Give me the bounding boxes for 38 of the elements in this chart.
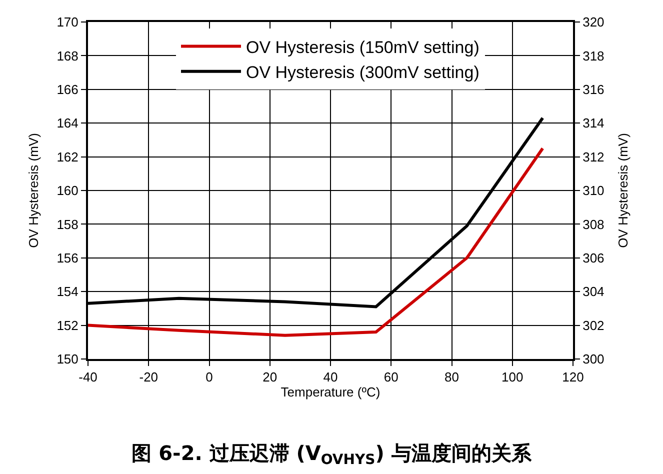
x-tick-label: 60 [384, 370, 398, 385]
y-tick-label: 152 [56, 318, 78, 333]
y2-tick-label: 310 [582, 183, 604, 198]
legend-label: OV Hysteresis (300mV setting) [246, 63, 480, 82]
x-tick-label: 40 [323, 370, 338, 385]
x-tick-label: -40 [78, 370, 98, 385]
y-tick-label: 162 [56, 149, 78, 164]
y-tick-label: 168 [56, 48, 78, 64]
y2-tick-label: 304 [582, 284, 604, 300]
y-axis-title: OV Hysteresis (mV) [26, 133, 42, 248]
y2-tick-label: 300 [582, 352, 604, 367]
x-tick-label: 80 [444, 370, 459, 385]
y2-tick-label: 306 [582, 250, 604, 266]
y2-tick-label: 314 [582, 116, 604, 131]
y-tick-label: 156 [56, 250, 78, 266]
y2-tick-label: 308 [582, 216, 604, 232]
y2-tick-label: 320 [582, 14, 604, 30]
y-tick-label: 170 [56, 14, 78, 30]
x-tick-label: 20 [262, 370, 278, 385]
text: 图 6-2. 过压迟滞 (V$_{OVHYS}$) 与温度间的关系 [132, 440, 532, 468]
y2-tick-label: 318 [582, 48, 604, 64]
x-tick-label: 100 [502, 370, 524, 385]
y-tick-label: 160 [56, 183, 78, 198]
y-tick-label: 164 [56, 116, 78, 131]
x-tick-label: 0 [206, 370, 213, 385]
y-tick-label: 166 [56, 82, 78, 97]
y2-tick-label: 312 [582, 149, 604, 164]
y-tick-label: 150 [56, 352, 78, 367]
legend-label: OV Hysteresis (150mV setting) [246, 38, 480, 57]
y2-tick-label: 316 [582, 82, 604, 97]
x-tick-label: 120 [562, 370, 584, 385]
y2-tick-label: 302 [582, 318, 604, 333]
x-axis-title: Temperature (ºC) [280, 384, 380, 400]
x-tick-label: -20 [139, 370, 158, 385]
y-tick-label: 158 [56, 216, 78, 232]
y2-axis-title: OV Hysteresis (mV) [615, 133, 630, 248]
line-series [88, 146, 544, 337]
y-tick-label: 154 [56, 284, 78, 300]
